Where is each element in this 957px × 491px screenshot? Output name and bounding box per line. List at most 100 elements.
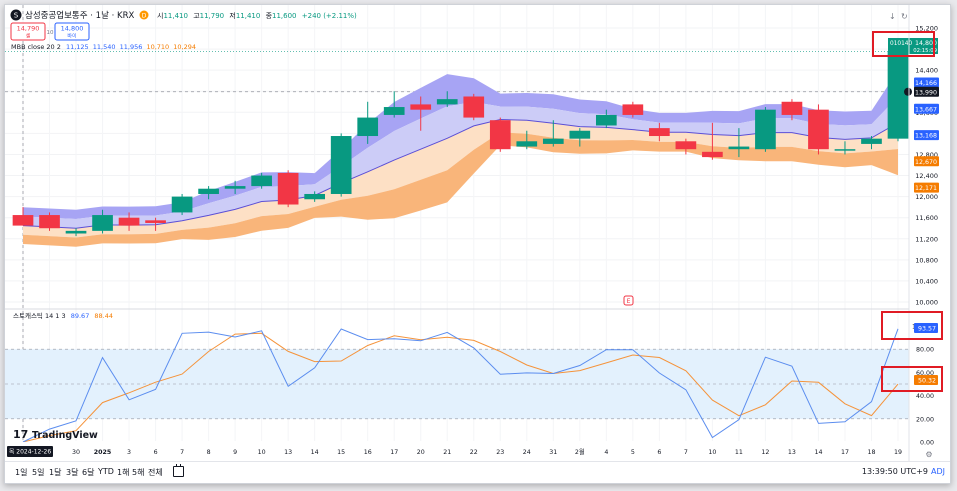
time-tick: 3	[127, 449, 131, 456]
candle-body	[92, 215, 113, 231]
upper-band-tag: 14,166	[915, 80, 937, 87]
adj-toggle[interactable]: ADJ	[931, 467, 945, 476]
arrow-down-icon[interactable]: ↓	[889, 12, 896, 21]
price-tick: 11,200	[915, 235, 938, 243]
crosshair-plus-icon	[904, 87, 912, 96]
crosshair-date-tag-bg	[7, 446, 53, 457]
settings-gear-icon: ⚙	[925, 450, 932, 459]
price-tick: 15,200	[915, 25, 938, 33]
svg-text:17: 17	[13, 428, 28, 441]
price-tick: 10,000	[915, 299, 938, 307]
candle-body	[65, 230, 87, 234]
range-1d[interactable]: 1일	[15, 468, 28, 477]
time-tick: 5	[631, 449, 635, 456]
range-1m[interactable]: 1달	[49, 468, 62, 477]
bottom-toolbar: 1일 5일 1달 3달 6달 YTD 1해 5해 전체 13:39:50 UTC…	[5, 461, 950, 483]
tradingview-logo: 17 TradingView	[13, 428, 98, 441]
range-5y[interactable]: 5해	[132, 468, 145, 477]
stoch-tick: 80.00	[916, 347, 934, 354]
candle-body	[755, 109, 776, 150]
time-axis-bg	[5, 442, 909, 461]
mid-lower-tag: 12,670	[915, 159, 937, 166]
range-ytd[interactable]: YTD	[98, 467, 114, 476]
candle-body	[118, 217, 140, 226]
price-tick: 12,800	[915, 151, 938, 159]
range-all[interactable]: 전체	[148, 468, 163, 477]
middle-band-line	[22, 118, 899, 229]
candle-body	[357, 117, 379, 137]
stoch-legend[interactable]: 스토캐스틱 14 1 3 89.67 88.44	[13, 312, 113, 320]
lower-band-fill	[23, 132, 898, 247]
svg-text:셀: 셀	[26, 33, 31, 40]
bollinger-bands	[22, 70, 899, 247]
time-tick: 13	[788, 449, 796, 456]
candle-body	[383, 107, 405, 115]
highlight-box-stoch-d	[881, 366, 943, 392]
refresh-icon[interactable]: ↻	[901, 12, 908, 21]
candle-body	[39, 215, 60, 229]
svg-text:14,800: 14,800	[61, 25, 84, 33]
current-price-tag: 14,800	[915, 40, 937, 47]
upper-inner-band-fill	[23, 96, 898, 229]
mid-upper-tag-bg	[914, 103, 939, 114]
time-tick: 30	[72, 449, 80, 456]
symbol-badge: S	[14, 12, 19, 20]
time-tick: 20	[417, 449, 425, 456]
time-tick: 2025	[94, 449, 112, 456]
time-tick: 10	[258, 449, 266, 456]
candle-body	[145, 220, 166, 223]
mid-band-tag-bg	[914, 130, 939, 141]
candle-body	[649, 128, 670, 137]
range-6m[interactable]: 6달	[82, 468, 95, 477]
time-tick: 7	[180, 449, 184, 456]
lower-inner-band-fill	[23, 119, 898, 238]
clock[interactable]: 13:39:50 UTC+9	[861, 467, 928, 476]
time-tick: 4	[604, 449, 608, 456]
svg-text:바이: 바이	[67, 33, 76, 40]
candle-body	[595, 114, 617, 126]
mbb-legend[interactable]: MBB close 20 2 11,125 11,540 11,956 10,7…	[11, 43, 196, 51]
symbol-title[interactable]: 삼성중공업보통주 · 1날 · KRX	[25, 10, 134, 21]
range-1y[interactable]: 1해	[117, 468, 130, 477]
upper-band-fill	[23, 70, 898, 219]
crosshair-price-tag: 13,990	[915, 89, 937, 96]
stochastic-pane	[5, 328, 909, 443]
buy-button[interactable]: 14,800 바이	[54, 22, 90, 41]
time-tick: 23	[496, 449, 504, 456]
candle-body	[330, 136, 352, 194]
time-axis[interactable]: 30 2025 3 6 7 8 9 10 13 14 15 16 17 20 21 22 23 24 31 2월 4 5 6…	[5, 442, 909, 461]
price-chart[interactable]: 15,20014,80014,40014,00013,60013,20012,8…	[5, 5, 950, 461]
mid-upper-tag: 13,667	[915, 106, 937, 113]
upper-band-tag-bg	[914, 77, 939, 88]
highlight-box-stoch-k	[881, 311, 943, 340]
badge-d: D	[142, 13, 147, 20]
candles	[12, 49, 909, 237]
time-tick: 18	[867, 449, 875, 456]
stoch-k-line	[22, 328, 899, 443]
time-tick: 11	[735, 449, 743, 456]
countdown-tag: 02:15:09	[913, 48, 937, 54]
earnings-marker[interactable]: E	[623, 295, 634, 306]
price-tick: 10,800	[915, 256, 938, 264]
stoch-tick: 0.00	[920, 440, 934, 447]
price-tick: 11,600	[915, 214, 938, 222]
time-tick: 17	[841, 449, 849, 456]
current-symbol-tag: 010140	[890, 41, 912, 47]
candle-body	[516, 141, 538, 147]
candle-body	[436, 99, 458, 105]
candle-body	[12, 215, 34, 226]
time-tick: 7	[684, 449, 688, 456]
time-tick: 24	[523, 449, 531, 456]
sell-button[interactable]: 14,790 셀	[10, 22, 46, 41]
lower-band-tag-bg	[914, 182, 939, 193]
calendar-icon[interactable]	[173, 464, 184, 477]
candle-body	[808, 109, 829, 150]
range-3m[interactable]: 3달	[66, 468, 79, 477]
stoch-k-tag-bg	[914, 323, 938, 333]
candle-body	[277, 172, 299, 205]
range-5d[interactable]: 5일	[32, 468, 45, 477]
stoch-k-tag: 93.57	[918, 326, 936, 333]
stoch-d-line	[22, 332, 899, 443]
mid-lower-tag-bg	[914, 156, 939, 167]
price-axis[interactable]: 15,20014,80014,40014,00013,60013,20012,8…	[888, 25, 939, 460]
